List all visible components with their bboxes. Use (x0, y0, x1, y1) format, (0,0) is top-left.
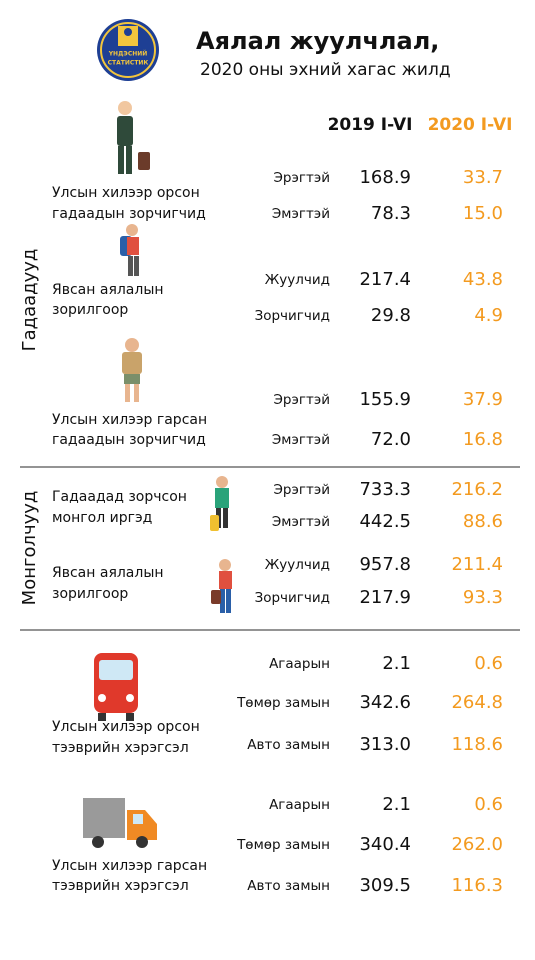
row-label: Зорчигчид (255, 590, 330, 606)
row-label: Эмэгтэй (272, 432, 330, 448)
section-label: Монголчууд (19, 491, 40, 606)
value-2019: 957.8 (359, 554, 411, 575)
row-label: Жуулчид (265, 557, 330, 573)
value-2020: 216.2 (451, 479, 503, 500)
row-label: Зорчигчид (255, 308, 330, 324)
value-2020: 4.9 (474, 305, 503, 326)
value-2020: 262.0 (451, 834, 503, 855)
logo-text: ҮНДЭСНИЙ (108, 50, 148, 58)
subtitle: 2020 оны эхний хагас жилд (200, 60, 451, 80)
value-2019: 342.6 (359, 692, 411, 713)
group-label: Улсын хилээр орсон (52, 185, 200, 201)
logo: ҮНДЭСНИЙ СТАТИСТИК (97, 19, 159, 81)
value-2019: 78.3 (371, 203, 411, 224)
value-2020: 0.6 (474, 653, 503, 674)
logo-text: СТАТИСТИК (108, 60, 149, 67)
group-label: Улсын хилээр гарсан (52, 412, 207, 428)
icon-traveler (117, 101, 150, 174)
group-label: тээврийн хэрэгсэл (52, 740, 189, 756)
value-2019: 340.4 (359, 834, 411, 855)
value-2019: 217.4 (359, 269, 411, 290)
group-label: Явсан аялалын (52, 565, 164, 581)
icon-truck (83, 798, 157, 848)
row-label: Агаарын (269, 656, 330, 672)
row-label: Эрэгтэй (273, 170, 330, 186)
value-2020: 264.8 (451, 692, 503, 713)
icon-backpacker (120, 224, 139, 276)
row-label: Жуулчид (265, 272, 330, 288)
value-2019: 217.9 (359, 587, 411, 608)
value-2020: 0.6 (474, 794, 503, 815)
icon-traveler-small (210, 476, 229, 531)
value-2019: 2.1 (382, 653, 411, 674)
group-label: Улсын хилээр орсон (52, 719, 200, 735)
group-label: Явсан аялалын (52, 282, 164, 298)
row-label: Эмэгтэй (272, 206, 330, 222)
group-label: гадаадын зорчигчид (52, 206, 206, 222)
row-label: Эрэгтэй (273, 392, 330, 408)
row-label: Эмэгтэй (272, 514, 330, 530)
icon-tourist-small (211, 559, 232, 613)
group-label: зорилгоор (52, 586, 128, 602)
value-2020: 93.3 (463, 587, 503, 608)
row-label: Төмөр замын (236, 695, 330, 711)
row-label: Авто замын (247, 878, 330, 894)
value-2020: 88.6 (463, 511, 503, 532)
value-2020: 211.4 (451, 554, 503, 575)
icon-bus (94, 653, 138, 721)
group-label: Гадаадад зорчсон (52, 489, 187, 505)
column-header: 2019 I-VI (328, 115, 413, 135)
icon-hiker (122, 338, 142, 402)
value-2020: 118.6 (451, 734, 503, 755)
value-2019: 168.9 (359, 167, 411, 188)
row-label: Авто замын (247, 737, 330, 753)
value-2019: 442.5 (359, 511, 411, 532)
value-2020: 33.7 (463, 167, 503, 188)
row-label: Төмөр замын (236, 837, 330, 853)
value-2019: 29.8 (371, 305, 411, 326)
group-label: зорилгоор (52, 302, 128, 318)
value-2019: 313.0 (359, 734, 411, 755)
group-label: монгол иргэд (52, 510, 152, 526)
value-2020: 116.3 (451, 875, 503, 896)
value-2020: 16.8 (463, 429, 503, 450)
column-header: 2020 I-VI (428, 115, 513, 135)
title: Аялал жуулчлал, (196, 27, 439, 55)
row-label: Агаарын (269, 797, 330, 813)
value-2020: 37.9 (463, 389, 503, 410)
value-2019: 309.5 (359, 875, 411, 896)
value-2019: 72.0 (371, 429, 411, 450)
group-label: гадаадын зорчигчид (52, 432, 206, 448)
group-label: тээврийн хэрэгсэл (52, 878, 189, 894)
value-2019: 155.9 (359, 389, 411, 410)
value-2020: 43.8 (463, 269, 503, 290)
value-2019: 2.1 (382, 794, 411, 815)
section-label: Гадаадууд (19, 249, 40, 352)
row-label: Эрэгтэй (273, 482, 330, 498)
value-2019: 733.3 (359, 479, 411, 500)
group-label: Улсын хилээр гарсан (52, 858, 207, 874)
value-2020: 15.0 (463, 203, 503, 224)
